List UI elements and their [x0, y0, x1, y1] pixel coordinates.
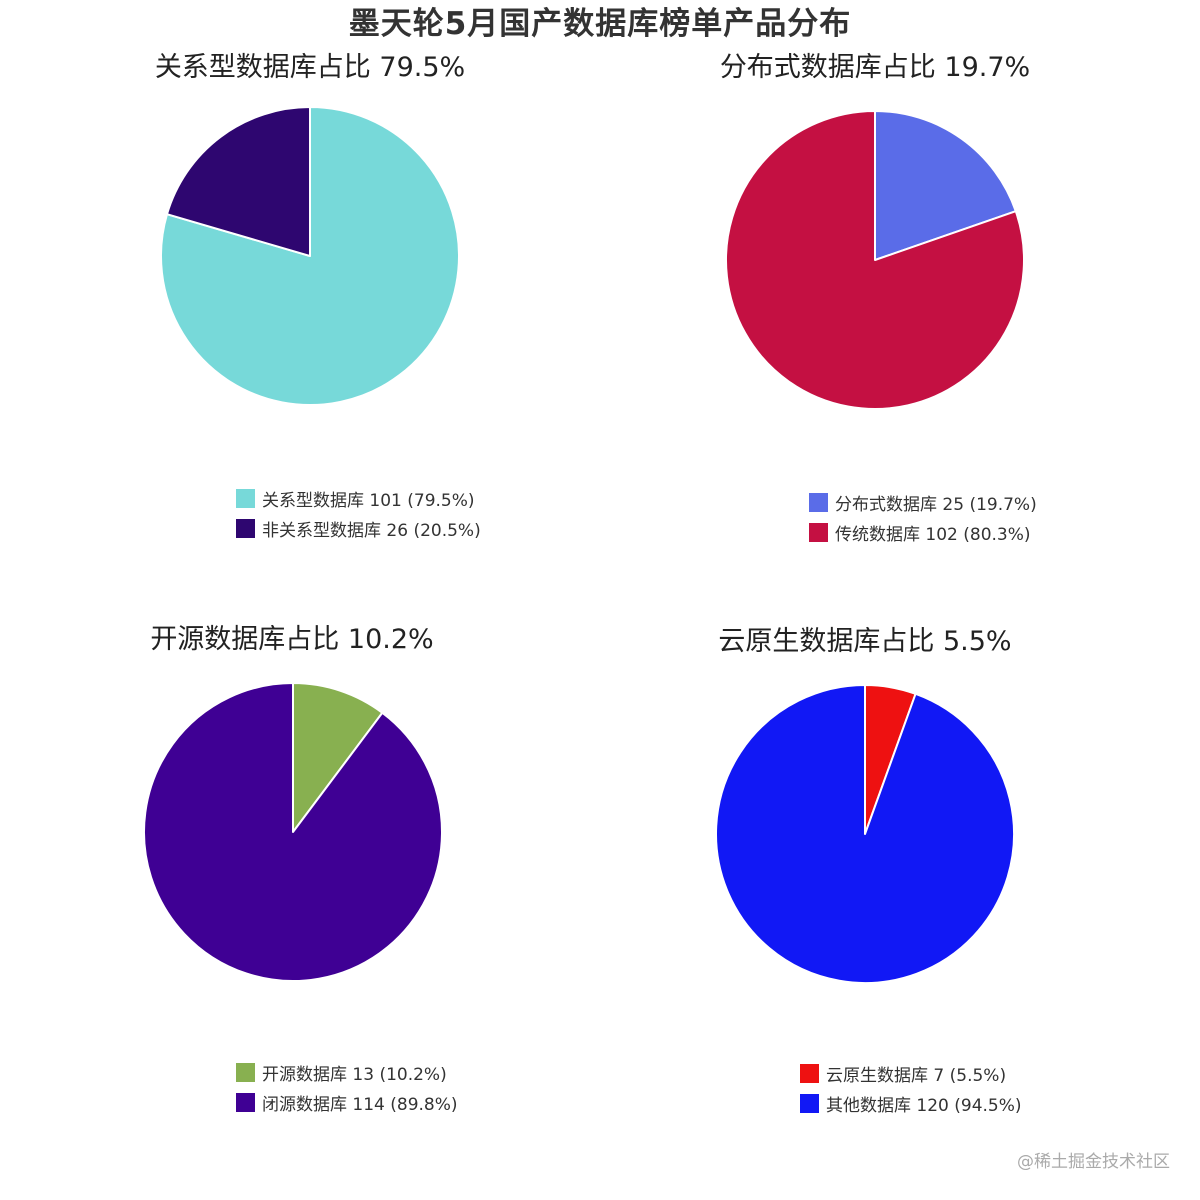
- pie-slice-2: [143, 682, 443, 982]
- legend-swatch: [236, 488, 255, 508]
- watermark: @稀土掘金技术社区: [1017, 1152, 1170, 1172]
- chart-title: 云原生数据库占比 5.5%: [718, 626, 1012, 657]
- legend-swatch: [809, 522, 828, 542]
- pie-chart: [160, 106, 460, 406]
- legend-label: 传统数据库 102 (80.3%): [835, 524, 1031, 545]
- chart-title: 关系型数据库占比 79.5%: [154, 52, 466, 83]
- legend-swatch: [800, 1093, 819, 1113]
- legend-item: 开源数据库 13 (10.2%): [236, 1057, 458, 1087]
- chart-panel-relational: 关系型数据库占比 79.5% 关系型数据库 101 (79.5%) 非关系型数据…: [30, 48, 590, 608]
- legend-swatch: [236, 518, 255, 538]
- chart-legend: 分布式数据库 25 (19.7%) 传统数据库 102 (80.3%): [809, 487, 1037, 547]
- legend-label: 非关系型数据库 26 (20.5%): [262, 520, 481, 541]
- legend-item: 分布式数据库 25 (19.7%): [809, 487, 1037, 517]
- pie-slice-2: [725, 110, 1025, 410]
- legend-item: 传统数据库 102 (80.3%): [809, 517, 1037, 547]
- legend-item: 其他数据库 120 (94.5%): [800, 1088, 1022, 1118]
- legend-swatch: [236, 1092, 255, 1112]
- chart-title: 开源数据库占比 10.2%: [150, 624, 434, 655]
- legend-label: 闭源数据库 114 (89.8%): [262, 1094, 458, 1115]
- legend-swatch: [800, 1063, 819, 1083]
- chart-legend: 云原生数据库 7 (5.5%) 其他数据库 120 (94.5%): [800, 1058, 1022, 1118]
- legend-label: 其他数据库 120 (94.5%): [826, 1095, 1022, 1116]
- legend-item: 云原生数据库 7 (5.5%): [800, 1058, 1022, 1088]
- chart-panel-cloud-native: 云原生数据库占比 5.5% 云原生数据库 7 (5.5%) 其他数据库 120 …: [585, 620, 1145, 1180]
- pie-chart: [715, 684, 1015, 984]
- pie-slice-2: [165, 106, 311, 257]
- pie-chart: [143, 682, 443, 982]
- chart-title: 分布式数据库占比 19.7%: [719, 52, 1031, 83]
- legend-label: 关系型数据库 101 (79.5%): [262, 490, 475, 511]
- pie-slice-1: [160, 106, 460, 406]
- legend-item: 关系型数据库 101 (79.5%): [236, 483, 481, 513]
- pie-slice-1: [292, 682, 384, 833]
- chart-panel-open-source: 开源数据库占比 10.2% 开源数据库 13 (10.2%) 闭源数据库 114…: [12, 620, 572, 1180]
- legend-item: 非关系型数据库 26 (20.5%): [236, 513, 481, 543]
- legend-label: 云原生数据库 7 (5.5%): [826, 1065, 1007, 1086]
- legend-label: 分布式数据库 25 (19.7%): [835, 494, 1037, 515]
- legend-label: 开源数据库 13 (10.2%): [262, 1064, 447, 1085]
- pie-slice-2: [715, 684, 1015, 984]
- chart-legend: 开源数据库 13 (10.2%) 闭源数据库 114 (89.8%): [236, 1057, 458, 1117]
- main-title: 墨天轮5月国产数据库榜单产品分布: [348, 6, 852, 42]
- legend-swatch: [236, 1062, 255, 1082]
- chart-panel-distributed: 分布式数据库占比 19.7% 分布式数据库 25 (19.7%) 传统数据库 1…: [595, 48, 1155, 608]
- legend-swatch: [809, 492, 828, 512]
- chart-legend: 关系型数据库 101 (79.5%) 非关系型数据库 26 (20.5%): [236, 483, 481, 543]
- legend-item: 闭源数据库 114 (89.8%): [236, 1087, 458, 1117]
- pie-chart: [725, 110, 1025, 410]
